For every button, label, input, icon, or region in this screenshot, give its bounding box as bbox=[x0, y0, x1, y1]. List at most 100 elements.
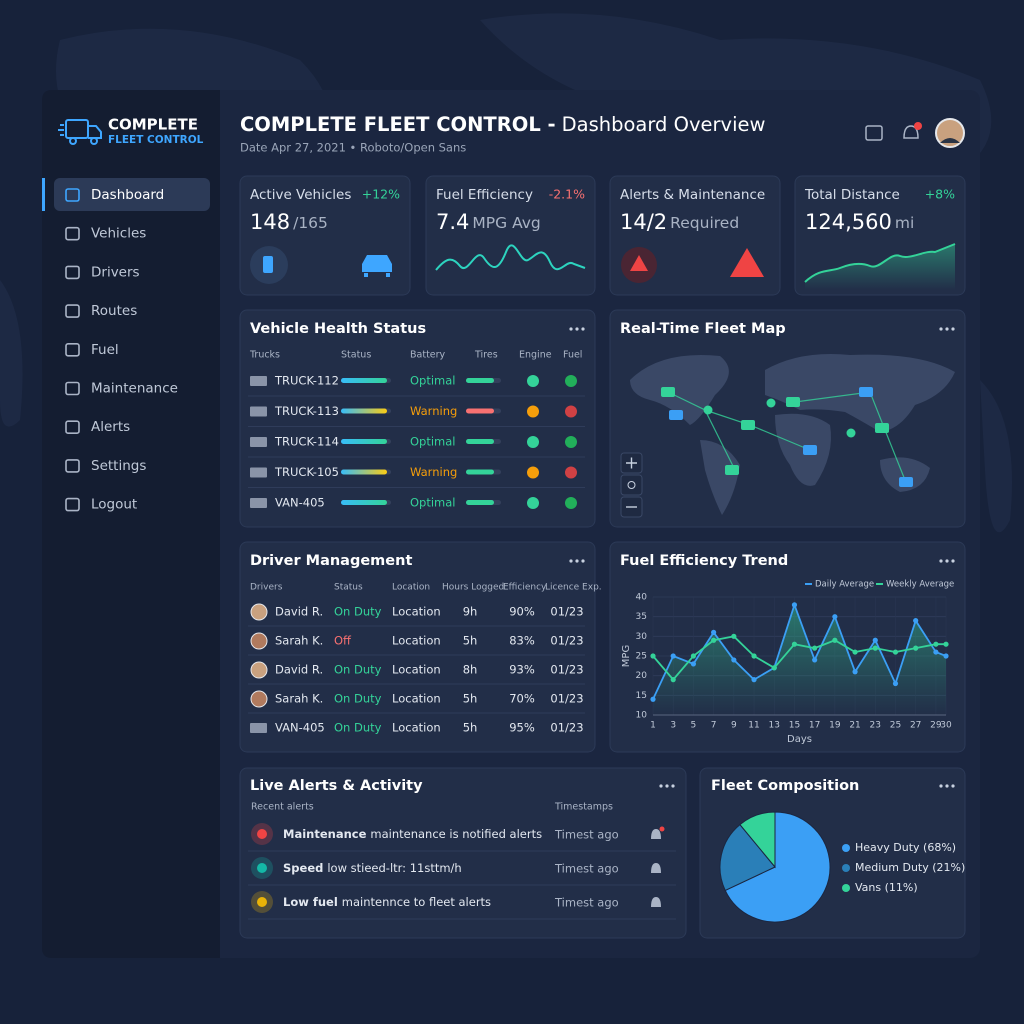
vehicle-marker[interactable] bbox=[899, 477, 913, 487]
nav-icon[interactable] bbox=[65, 265, 80, 280]
driver-cell: 5h bbox=[463, 692, 478, 706]
x-tick-label: 30 bbox=[940, 721, 952, 731]
vehicle-marker[interactable] bbox=[669, 410, 683, 420]
nav-item[interactable]: Alerts bbox=[91, 419, 130, 435]
alert-action-icon[interactable] bbox=[651, 829, 661, 839]
nav-icon[interactable] bbox=[65, 304, 80, 318]
truck-icon bbox=[250, 467, 267, 478]
calendar-icon[interactable] bbox=[865, 125, 883, 141]
nav-icon[interactable] bbox=[65, 459, 80, 473]
x-tick-label: 25 bbox=[890, 721, 901, 731]
location-pin[interactable] bbox=[846, 428, 856, 438]
x-tick-label: 17 bbox=[809, 721, 820, 731]
brand-tagline: FLEET CONTROL bbox=[108, 134, 204, 146]
avatar[interactable] bbox=[935, 118, 965, 148]
alert-title: Speed bbox=[283, 861, 323, 875]
vehicle-marker[interactable] bbox=[741, 420, 755, 430]
vehicle-marker[interactable] bbox=[725, 465, 739, 475]
alert-time: Timest ago bbox=[554, 828, 619, 842]
vehicle-name: TRUCK-114 bbox=[274, 435, 339, 449]
series-area bbox=[653, 604, 946, 715]
pie-slice bbox=[724, 811, 831, 923]
x-tick-label: 19 bbox=[829, 721, 841, 731]
vehicle-marker[interactable] bbox=[803, 445, 817, 455]
data-point bbox=[670, 677, 676, 683]
nav-icon[interactable] bbox=[65, 342, 80, 357]
driver-cell: Location bbox=[392, 692, 441, 706]
nav-icon[interactable] bbox=[65, 497, 80, 512]
header-icons[interactable] bbox=[865, 118, 965, 148]
more-menu[interactable] bbox=[939, 784, 955, 788]
location-pin[interactable] bbox=[703, 405, 713, 415]
page-title-bold: COMPLETE FLEET CONTROL - bbox=[240, 113, 556, 136]
vehicle-marker[interactable] bbox=[859, 387, 873, 397]
page-title: COMPLETE FLEET CONTROL - Dashboard Overvi… bbox=[240, 113, 765, 136]
locate-button[interactable] bbox=[620, 474, 643, 496]
nav-item[interactable]: Routes bbox=[91, 303, 137, 319]
nav-item[interactable]: Vehicles bbox=[91, 226, 146, 242]
continent bbox=[630, 355, 729, 425]
data-point bbox=[751, 677, 757, 683]
nav-icon[interactable] bbox=[65, 381, 80, 396]
column-header: Engine bbox=[519, 350, 552, 361]
nav-icon[interactable] bbox=[65, 188, 80, 202]
more-menu[interactable] bbox=[659, 784, 675, 788]
nav-item[interactable]: Logout bbox=[91, 497, 137, 513]
nav-icon[interactable] bbox=[65, 420, 80, 435]
engine-icon bbox=[527, 375, 539, 387]
tire-bar bbox=[466, 439, 494, 444]
card-title: Live Alerts & Activity bbox=[250, 778, 423, 794]
nav-item[interactable]: Dashboard bbox=[91, 187, 164, 203]
more-menu[interactable] bbox=[939, 559, 955, 563]
unread-dot bbox=[659, 826, 665, 832]
vehicle-marker[interactable] bbox=[661, 387, 675, 397]
driver-cell: 9h bbox=[463, 605, 478, 619]
vehicle-marker[interactable] bbox=[786, 397, 800, 407]
menu-dot bbox=[945, 784, 949, 788]
column-header: Drivers bbox=[250, 583, 283, 593]
data-point bbox=[892, 649, 899, 655]
column-header: Licence Exp. bbox=[545, 583, 602, 593]
kpi-value: 148/165 bbox=[250, 210, 328, 234]
location-pin[interactable] bbox=[766, 398, 776, 408]
sparkline bbox=[435, 244, 586, 271]
alert-action-icon[interactable] bbox=[651, 897, 661, 907]
menu-dot bbox=[581, 327, 585, 331]
data-point bbox=[892, 680, 899, 687]
vehicle-marker[interactable] bbox=[875, 423, 889, 433]
data-point bbox=[933, 641, 939, 647]
nav-item[interactable]: Settings bbox=[91, 458, 146, 474]
alert-text: Maintenance maintenance is notified alert… bbox=[283, 827, 542, 841]
menu-dot bbox=[575, 559, 579, 563]
alert-time: Timest ago bbox=[554, 862, 619, 876]
bell-icon[interactable] bbox=[903, 125, 919, 139]
x-tick-label: 23 bbox=[870, 721, 881, 731]
more-menu[interactable] bbox=[569, 559, 585, 563]
engine-icon bbox=[527, 466, 539, 479]
more-menu[interactable] bbox=[569, 327, 585, 331]
nav-item[interactable]: Drivers bbox=[91, 264, 140, 280]
battery-status: Warning bbox=[410, 404, 457, 418]
nav-item[interactable]: Fuel bbox=[91, 342, 119, 358]
tire-bar bbox=[466, 500, 494, 505]
nav-icon[interactable] bbox=[65, 226, 80, 241]
column-header: Battery bbox=[410, 350, 446, 361]
page-title-rest: Dashboard Overview bbox=[562, 113, 766, 136]
x-tick-label: 9 bbox=[731, 721, 737, 731]
kpi-label: Active Vehicles bbox=[250, 187, 351, 203]
fuel-status-icon bbox=[565, 466, 577, 479]
driver-avatar bbox=[250, 603, 268, 621]
card bbox=[239, 309, 596, 528]
y-tick-label: 20 bbox=[636, 671, 648, 681]
fuel-status-icon bbox=[565, 497, 577, 509]
kpi-label: Total Distance bbox=[804, 187, 900, 203]
driver-cell: Location bbox=[392, 721, 441, 735]
alert-action-icon[interactable] bbox=[651, 863, 661, 873]
nav-item[interactable]: Maintenance bbox=[91, 381, 178, 397]
status-bar bbox=[341, 378, 387, 383]
legend-label: Vans (11%) bbox=[855, 881, 918, 894]
more-menu[interactable] bbox=[939, 327, 955, 331]
car-icon bbox=[362, 255, 392, 277]
engine-icon bbox=[527, 405, 539, 418]
